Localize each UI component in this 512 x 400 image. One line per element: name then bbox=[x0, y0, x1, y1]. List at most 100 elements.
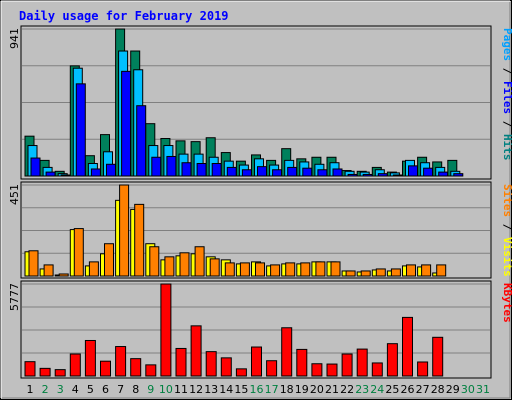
kbytes-kbytes-bar bbox=[417, 361, 429, 377]
x-tick-label: 6 bbox=[102, 383, 109, 396]
hits_files_pages-pages-bar bbox=[60, 174, 71, 177]
hits_files_pages-pages-bar bbox=[332, 168, 343, 177]
kbytes-kbytes-bar bbox=[69, 353, 81, 377]
hits_files_pages-pages-bar bbox=[241, 169, 252, 177]
plot-area: 941 Pages / Files / Hits 451 Sites / Visits… bbox=[8, 25, 512, 396]
x-tick-label: 3 bbox=[57, 383, 64, 396]
hits_files_pages-pages-bar bbox=[257, 166, 267, 177]
x-tick-label: 2 bbox=[42, 383, 49, 396]
visits_sites-sites-bar bbox=[119, 184, 130, 277]
hits_files_pages-side-label-part: Hits bbox=[501, 134, 512, 161]
visits_sites-sites-bar bbox=[285, 262, 296, 277]
visits_sites-sites-bar bbox=[224, 262, 235, 277]
hits_files_pages-pages-bar bbox=[438, 171, 449, 177]
x-tick-label: 19 bbox=[295, 383, 309, 396]
visits_sites-sites-bar bbox=[360, 270, 371, 277]
kbytes-kbytes-bar bbox=[432, 336, 444, 377]
x-tick-label: 4 bbox=[72, 383, 79, 396]
hits_files_pages-max-label: 941 bbox=[8, 28, 21, 49]
kbytes-side-label: KBytes bbox=[501, 283, 512, 323]
visits_sites-side-label-part: Visits bbox=[501, 237, 512, 277]
x-tick-label: 5 bbox=[87, 383, 94, 396]
visits_sites-sites-bar bbox=[149, 246, 160, 277]
kbytes-kbytes-bar bbox=[311, 363, 323, 377]
hits_files_pages-pages-bar bbox=[302, 167, 313, 177]
visits_sites-sites-bar bbox=[255, 262, 265, 277]
x-tick-label: 12 bbox=[189, 383, 203, 396]
visits_sites-side-label: Sites / Visits bbox=[501, 184, 512, 277]
visits_sites-sites-bar bbox=[406, 264, 416, 277]
hits_files_pages-pages-bar bbox=[106, 163, 116, 177]
kbytes-kbytes-bar bbox=[190, 325, 202, 377]
x-tick-label: 25 bbox=[385, 383, 399, 396]
hits_files_pages-pages-bar bbox=[226, 166, 237, 177]
hits_files_pages-pages-bar bbox=[408, 165, 418, 177]
visits_sites-side-label-part: / bbox=[501, 217, 512, 237]
x-tick-label: 17 bbox=[265, 383, 279, 396]
visits_sites-sites-bar bbox=[421, 264, 432, 277]
visits_sites-sites-bar bbox=[209, 258, 220, 277]
hits_files_pages-pages-bar bbox=[392, 174, 403, 177]
visits_sites-sites-bar bbox=[73, 228, 84, 277]
kbytes-kbytes-bar bbox=[115, 346, 127, 377]
kbytes-kbytes-bar bbox=[84, 339, 96, 377]
hits_files_pages-pages-bar bbox=[453, 173, 464, 177]
kbytes-kbytes-bar bbox=[220, 357, 232, 377]
kbytes-kbytes-bar bbox=[235, 368, 247, 377]
x-tick-label: 27 bbox=[416, 383, 430, 396]
kbytes-kbytes-bar bbox=[266, 360, 278, 377]
x-tick-label: 7 bbox=[117, 383, 124, 396]
x-tick-label: 23 bbox=[355, 383, 369, 396]
hits_files_pages-side-label-part: / bbox=[501, 61, 512, 81]
x-tick-label: 18 bbox=[280, 383, 294, 396]
x-tick-label: 28 bbox=[431, 383, 445, 396]
visits_sites-sites-bar bbox=[390, 268, 401, 277]
hits_files_pages-side-label: Pages / Files / Hits bbox=[501, 28, 512, 161]
kbytes-kbytes-bar bbox=[356, 348, 368, 377]
hits_files_pages-pages-bar bbox=[362, 173, 373, 177]
hits_files_pages-pages-bar bbox=[347, 173, 358, 177]
x-tick-label: 15 bbox=[234, 383, 248, 396]
visits_sites-sites-bar bbox=[179, 252, 190, 277]
kbytes-kbytes-bar bbox=[326, 363, 338, 377]
kbytes-kbytes-bar bbox=[39, 367, 51, 377]
kbytes-kbytes-bar bbox=[100, 360, 111, 377]
kbytes-kbytes-bar bbox=[130, 358, 142, 377]
visits_sites-sites-bar bbox=[375, 268, 386, 277]
kbytes-kbytes-bar bbox=[160, 283, 172, 377]
x-tick-label: 20 bbox=[310, 383, 324, 396]
x-tick-label: 26 bbox=[401, 383, 415, 396]
visits_sites-sites-bar bbox=[315, 261, 326, 277]
x-tick-label: 13 bbox=[204, 383, 218, 396]
kbytes-kbytes-bar bbox=[205, 351, 217, 377]
visits_sites-max-label: 451 bbox=[8, 184, 21, 205]
x-tick-label: 9 bbox=[147, 383, 154, 396]
hits_files_pages-pages-bar bbox=[317, 169, 328, 177]
hits_files_pages-pages-bar bbox=[90, 168, 101, 177]
kbytes-kbytes-bar bbox=[386, 343, 398, 377]
hits_files_pages-pages-bar bbox=[423, 167, 434, 177]
visits_sites-sites-bar bbox=[330, 261, 341, 277]
hits_files_pages-pages-bar bbox=[287, 166, 298, 177]
kbytes-kbytes-bar bbox=[145, 364, 157, 377]
hits_files_pages-pages-bar bbox=[151, 156, 162, 177]
visits_sites-sites-bar bbox=[194, 246, 205, 277]
visits_sites-sites-bar bbox=[436, 264, 447, 277]
hits_files_pages-pages-bar bbox=[211, 163, 222, 177]
kbytes-kbytes-bar bbox=[54, 369, 66, 377]
kbytes-kbytes-bar bbox=[402, 316, 413, 377]
hits_files_pages-pages-bar bbox=[121, 70, 132, 177]
x-tick-label: 29 bbox=[446, 383, 460, 396]
x-tick-label: 11 bbox=[174, 383, 188, 396]
hits_files_pages-pages-bar bbox=[45, 171, 56, 177]
hits_files_pages-pages-bar bbox=[377, 173, 388, 177]
hits_files_pages-pages-bar bbox=[181, 162, 192, 177]
x-tick-label: 14 bbox=[219, 383, 233, 396]
visits_sites-sites-bar bbox=[88, 261, 99, 277]
x-tick-label: 21 bbox=[325, 383, 339, 396]
x-tick-label: 22 bbox=[340, 383, 354, 396]
hits_files_pages-pages-bar bbox=[75, 83, 86, 177]
visits_sites-sites-bar bbox=[43, 264, 54, 277]
hits_files_pages-pages-bar bbox=[30, 157, 41, 177]
